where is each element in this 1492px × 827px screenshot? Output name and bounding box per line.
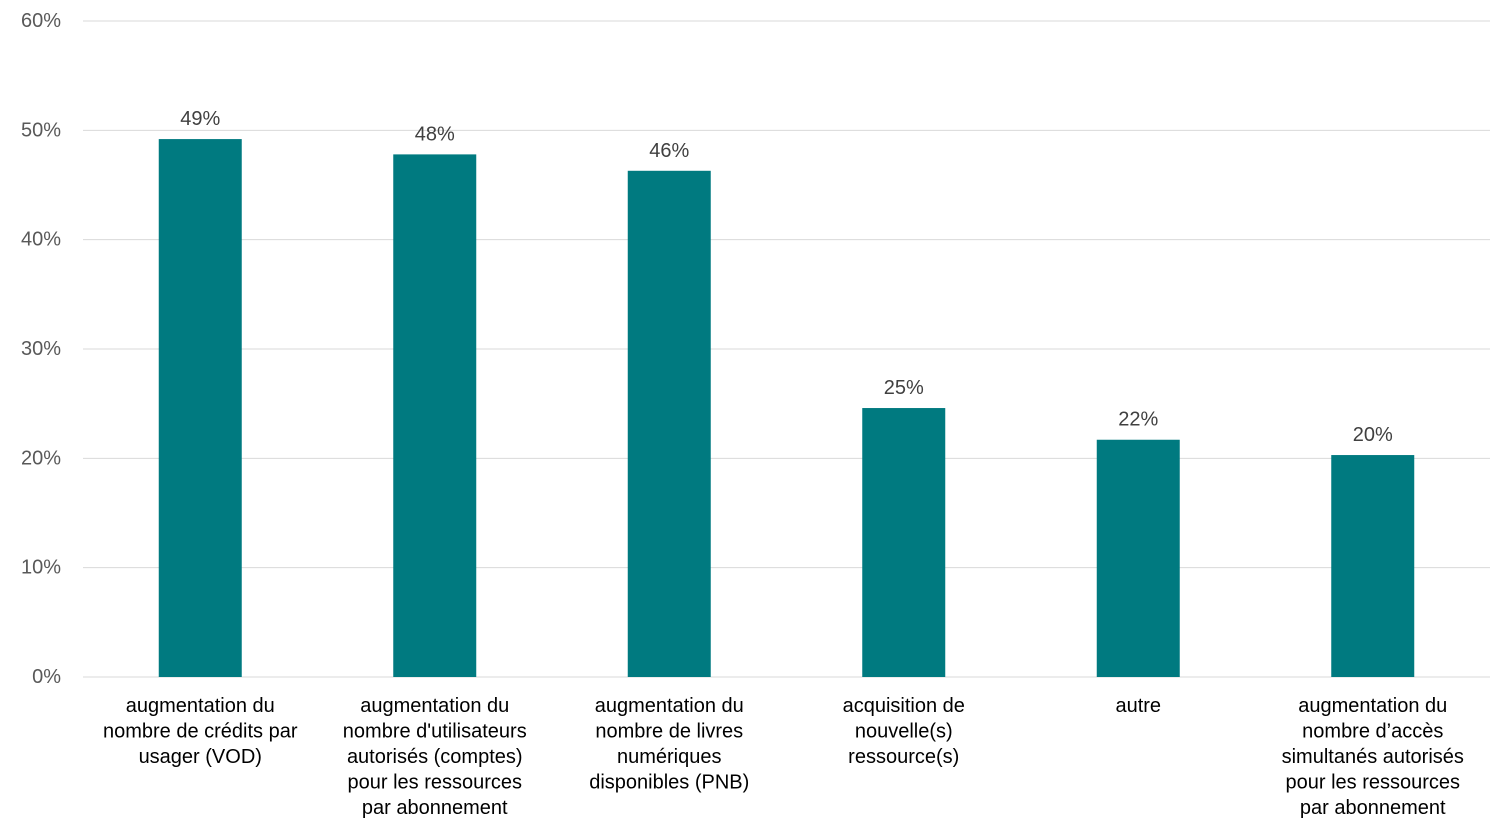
y-axis-tick-labels: 0% 10% 20% 30% 40% 50% 60% [21,10,61,688]
data-label: 22% [1118,409,1158,431]
y-tick-label: 40% [21,229,61,251]
category-label-line: nouvelle(s) [855,721,953,743]
bars [158,139,1415,678]
category-label-line: nombre de livres [595,721,743,743]
category-label-line: augmentation du [360,695,509,717]
category-label-line: pour les ressources [347,772,522,794]
y-tick-label: 30% [21,338,61,360]
category-label-line: augmentation du [595,695,744,717]
y-tick-label: 60% [21,10,61,32]
category-label: autre [1115,695,1161,717]
bar [862,408,946,677]
category-labels: augmentation du nombre de crédits par usag… [103,695,1464,819]
category-label-line: autorisés (comptes) [347,746,523,768]
bar [1096,439,1180,677]
category-label: augmentation du nombre d’accès simultanés … [1282,695,1464,819]
data-label: 46% [649,140,689,162]
y-tick-label: 50% [21,119,61,141]
category-label-line: augmentation du [1298,695,1447,717]
gridlines [83,20,1490,678]
y-tick-label: 0% [32,666,61,688]
category-label-line: autre [1115,695,1161,717]
data-label: 48% [415,123,455,145]
category-label-line: pour les ressources [1285,772,1460,794]
category-label-line: nombre d'utilisateurs [343,721,527,743]
bar [158,139,242,677]
category-label: augmentation du nombre de livres numérique… [589,695,749,794]
data-labels: 49% 48% 46% 25% 22% 20% [180,108,1393,446]
y-tick-label: 20% [21,447,61,469]
category-label-line: acquisition de [843,695,965,717]
data-label: 20% [1353,424,1393,446]
category-label-line: disponibles (PNB) [589,772,749,794]
category-label: augmentation du nombre de crédits par usag… [103,695,298,768]
bar [393,154,477,678]
category-label-line: par abonnement [362,797,508,819]
y-tick-label: 10% [21,557,61,579]
category-label-line: usager (VOD) [139,746,262,768]
category-label-line: augmentation du [126,695,275,717]
category-label-line: nombre de crédits par [103,721,298,743]
data-label: 25% [884,377,924,399]
category-label-line: nombre d’accès [1302,721,1443,743]
bar [1331,455,1415,677]
data-label: 49% [180,108,220,130]
category-label: acquisition de nouvelle(s) ressource(s) [843,695,965,768]
category-label-line: numériques [617,746,722,768]
category-label-line: simultanés autorisés [1282,746,1464,768]
category-label-line: ressource(s) [848,746,959,768]
bar [627,170,711,677]
category-label: augmentation du nombre d'utilisateurs auto… [343,695,527,819]
category-label-line: par abonnement [1300,797,1446,819]
